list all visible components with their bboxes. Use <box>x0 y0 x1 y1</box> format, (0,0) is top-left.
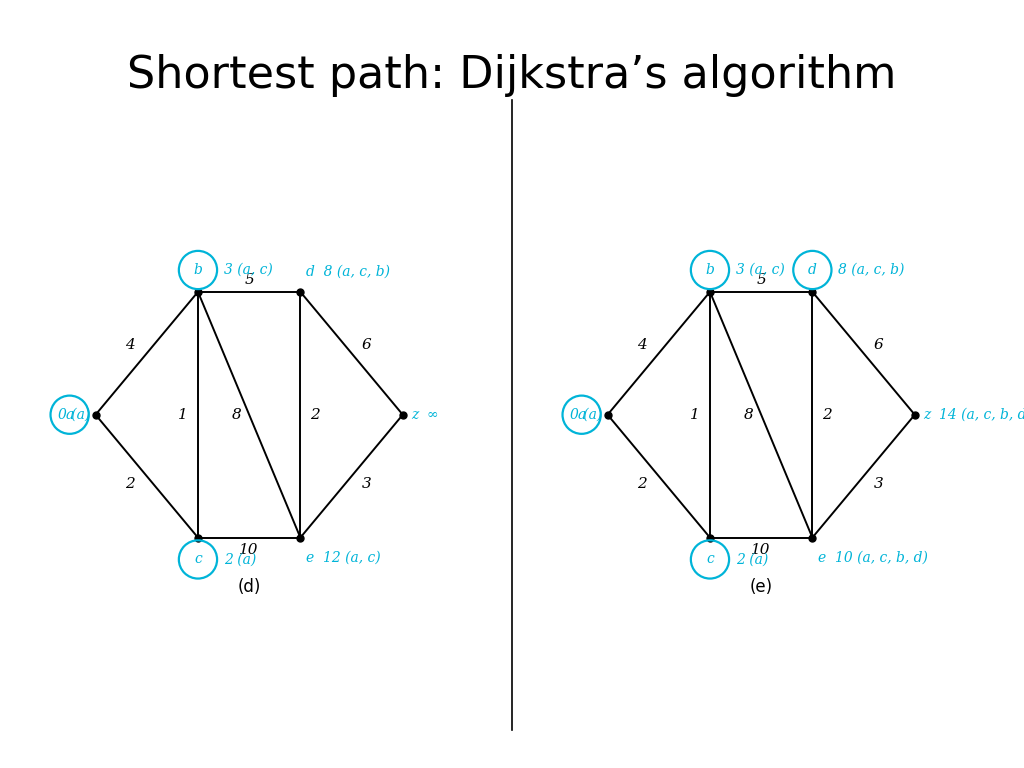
Text: 5: 5 <box>757 273 766 286</box>
Text: 3 (a, c): 3 (a, c) <box>224 263 272 277</box>
Text: 6: 6 <box>361 338 372 352</box>
Text: Shortest path: Dijkstra’s algorithm: Shortest path: Dijkstra’s algorithm <box>127 54 897 97</box>
Text: c: c <box>707 552 714 567</box>
Text: 2: 2 <box>310 408 321 422</box>
Text: e  12 (a, c): e 12 (a, c) <box>306 551 381 565</box>
Text: 2: 2 <box>637 478 646 492</box>
Text: 10: 10 <box>752 543 771 557</box>
Text: e  10 (a, c, b, d): e 10 (a, c, b, d) <box>818 551 928 565</box>
Text: 4: 4 <box>637 338 646 352</box>
Text: 3: 3 <box>873 478 884 492</box>
Text: 8 (a, c, b): 8 (a, c, b) <box>839 263 904 277</box>
Text: 6: 6 <box>873 338 884 352</box>
Text: 2: 2 <box>822 408 833 422</box>
Text: 2: 2 <box>125 478 134 492</box>
Text: 4: 4 <box>125 338 134 352</box>
Text: 8: 8 <box>744 408 754 422</box>
Text: 0 (a): 0 (a) <box>58 408 90 422</box>
Text: 1: 1 <box>690 408 699 422</box>
Text: b: b <box>194 263 203 277</box>
Text: 2 (a): 2 (a) <box>736 552 768 567</box>
Text: d: d <box>808 263 817 277</box>
Text: 5: 5 <box>245 273 254 286</box>
Text: (d): (d) <box>238 578 261 596</box>
Text: 3: 3 <box>361 478 372 492</box>
Text: 2 (a): 2 (a) <box>224 552 256 567</box>
Text: z  14 (a, c, b, d): z 14 (a, c, b, d) <box>923 408 1024 422</box>
Text: c: c <box>195 552 202 567</box>
Text: (e): (e) <box>750 578 773 596</box>
Text: 0 (a): 0 (a) <box>570 408 602 422</box>
Text: z  ∞: z ∞ <box>411 408 438 422</box>
Text: a: a <box>578 408 586 422</box>
Text: a: a <box>66 408 74 422</box>
Text: b: b <box>706 263 715 277</box>
Text: d  8 (a, c, b): d 8 (a, c, b) <box>306 264 390 278</box>
Text: 8: 8 <box>232 408 242 422</box>
Text: 3 (a, c): 3 (a, c) <box>736 263 784 277</box>
Text: 10: 10 <box>240 543 259 557</box>
Text: 1: 1 <box>178 408 187 422</box>
